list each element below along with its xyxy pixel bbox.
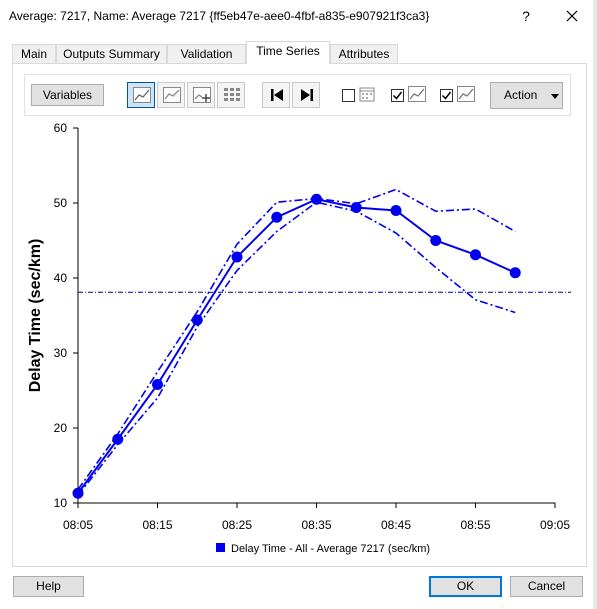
variables-button[interactable]: Variables xyxy=(31,84,104,106)
checkmark-icon xyxy=(441,91,452,100)
data-point xyxy=(72,487,84,499)
data-point xyxy=(271,211,283,223)
data-point xyxy=(470,249,481,261)
tab-attributes[interactable]: Attributes xyxy=(330,44,398,64)
title-bar: Average: 7217, Name: Average 7217 {ff5eb… xyxy=(0,0,597,31)
series-line-2 xyxy=(77,201,516,496)
cancel-button[interactable]: Cancel xyxy=(510,576,583,597)
series-toggle-checkbox-1[interactable] xyxy=(391,89,404,102)
series-line-icon-2 xyxy=(457,86,475,102)
grid-icon xyxy=(224,88,240,101)
y-tick-label: 50 xyxy=(54,196,68,210)
x-tick-label: 08:25 xyxy=(222,518,252,532)
x-tick-label: 08:15 xyxy=(142,518,172,532)
add-chart-icon xyxy=(193,87,211,103)
y-axis-label: Delay Time (sec/km) xyxy=(27,239,44,393)
action-dropdown-button[interactable]: Action xyxy=(490,82,563,109)
grid-view-button[interactable] xyxy=(217,82,245,108)
series-line-icon-1 xyxy=(408,86,426,102)
tab-main[interactable]: Main xyxy=(12,44,56,64)
close-button[interactable] xyxy=(561,6,583,26)
data-point xyxy=(390,205,402,216)
y-tick-label: 20 xyxy=(54,421,68,435)
line-chart-icon xyxy=(133,87,151,103)
y-tick-label: 10 xyxy=(54,496,68,510)
help-title-button[interactable]: ? xyxy=(522,8,530,24)
area-chart-view-button[interactable] xyxy=(157,82,185,108)
skip-to-end-icon xyxy=(301,89,313,101)
area-chart-icon xyxy=(163,87,181,103)
checkmark-icon xyxy=(392,91,403,100)
tab-outputs-summary[interactable]: Outputs Summary xyxy=(56,44,167,64)
add-chart-button[interactable] xyxy=(187,82,215,108)
x-tick-label: 09:05 xyxy=(540,518,570,532)
series-line-0 xyxy=(77,198,516,494)
window-border xyxy=(593,0,597,609)
data-point xyxy=(152,379,163,390)
ok-button[interactable]: OK xyxy=(429,576,502,597)
series-toggle-checkbox-2[interactable] xyxy=(440,89,453,102)
y-tick-label: 40 xyxy=(54,271,68,285)
calendar-toggle-checkbox[interactable] xyxy=(342,89,355,102)
tab-time-series[interactable]: Time Series xyxy=(246,41,330,64)
window-title: Average: 7217, Name: Average 7217 {ff5eb… xyxy=(9,9,430,23)
y-tick-label: 60 xyxy=(54,121,68,135)
y-tick-label: 30 xyxy=(54,346,68,360)
x-tick-label: 08:55 xyxy=(460,518,490,532)
data-point xyxy=(430,235,442,246)
close-icon xyxy=(566,10,578,22)
data-point xyxy=(509,267,521,279)
first-step-button[interactable] xyxy=(262,82,290,108)
x-tick-label: 08:35 xyxy=(301,518,331,532)
x-tick-label: 08:05 xyxy=(63,518,93,532)
series-line-1 xyxy=(77,188,516,490)
dropdown-arrow-icon xyxy=(551,94,559,99)
legend-label: Delay Time - All - Average 7217 (sec/km) xyxy=(231,543,430,555)
tab-strip: Main Outputs Summary Validation Time Ser… xyxy=(12,41,587,64)
data-point xyxy=(231,251,243,263)
action-label: Action xyxy=(504,88,538,102)
tab-validation[interactable]: Validation xyxy=(167,44,246,64)
skip-to-start-icon xyxy=(271,89,283,101)
calendar-icon xyxy=(359,87,375,102)
line-chart-view-button[interactable] xyxy=(127,82,155,108)
help-button[interactable]: Help xyxy=(13,576,84,597)
tab-panel xyxy=(12,63,587,567)
last-step-button[interactable] xyxy=(292,82,320,108)
legend-swatch xyxy=(216,543,225,552)
x-tick-label: 08:45 xyxy=(381,518,411,532)
